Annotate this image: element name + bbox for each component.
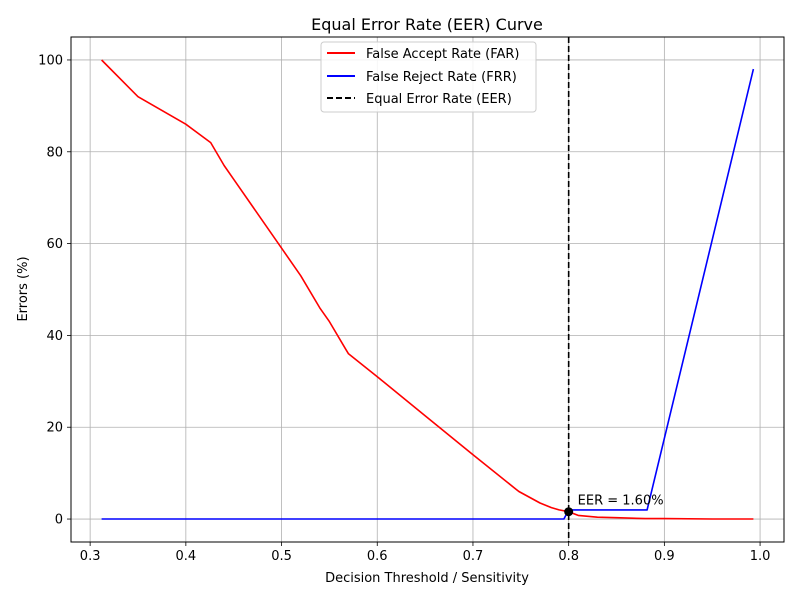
y-tick-label: 40	[46, 329, 63, 344]
x-tick-label: 0.6	[367, 549, 388, 564]
x-tick-label: 0.9	[654, 549, 675, 564]
chart-title: Equal Error Rate (EER) Curve	[311, 15, 543, 34]
x-tick-label: 1.0	[750, 549, 771, 564]
legend-far-label: False Accept Rate (FAR)	[366, 47, 520, 62]
y-axis-label: Errors (%)	[16, 256, 31, 321]
eer-annotation: EER = 1.60%	[578, 494, 664, 509]
eer-point	[564, 507, 574, 517]
far-series-line	[101, 59, 754, 520]
y-tick-label: 60	[46, 237, 63, 252]
y-tick-label: 0	[55, 513, 63, 528]
plot-area-frame	[70, 36, 785, 543]
x-tick-label: 0.3	[80, 549, 101, 564]
x-tick-label: 0.5	[271, 549, 292, 564]
y-tick-label: 100	[38, 53, 63, 68]
x-axis-ticks: 0.3 0.4 0.5 0.6 0.7 0.8 0.9 1.0	[80, 542, 771, 564]
y-axis-ticks: 0 20 40 60 80 100	[38, 53, 71, 528]
legend-frr-label: False Reject Rate (FRR)	[366, 70, 517, 85]
x-tick-label: 0.7	[463, 549, 484, 564]
x-tick-label: 0.8	[558, 549, 579, 564]
legend-box	[320, 41, 537, 113]
legend-eer-label: Equal Error Rate (EER)	[366, 92, 512, 107]
y-tick-label: 80	[46, 145, 63, 160]
x-axis-label: Decision Threshold / Sensitivity	[325, 571, 529, 586]
x-tick-label: 0.4	[176, 549, 197, 564]
legend: False Accept Rate (FAR) False Reject Rat…	[320, 41, 537, 113]
y-tick-label: 20	[46, 421, 63, 436]
series-lines	[101, 37, 755, 542]
